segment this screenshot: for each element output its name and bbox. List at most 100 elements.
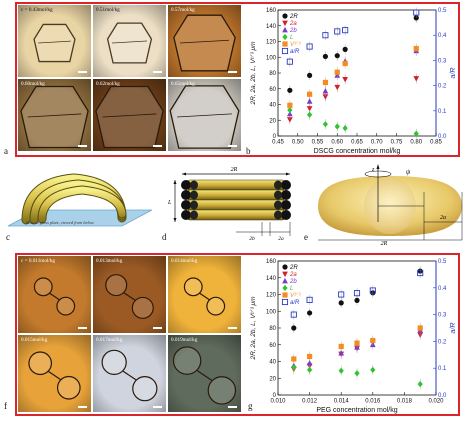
y2-tick-label: 0.2 [438,339,447,345]
data-point [306,360,313,366]
legend-marker [282,264,288,270]
chart-g: 0.010 0.012 0.014 0.016 0.018 0.020 0 20 40 60 80 1… [250,259,457,414]
legend-label: L [290,286,293,292]
y-axis-label: 2R, 2a, 2b, L, V¹ᐟ³ μm [250,296,257,361]
data-point [322,79,328,86]
legend-label: 2R [289,14,298,20]
y2-tick-label: 0.0 [438,393,447,399]
x-tick-label: 0.65 [351,140,363,146]
y2-tick-label: 0.5 [438,8,447,14]
legend-label: 2a [289,21,297,27]
data-point [370,337,376,344]
legend-marker [282,277,288,284]
panel-ab-frame [15,2,460,157]
data-point [417,270,424,277]
crystal-dumbbell [28,351,81,400]
y-tick-label: 100 [266,309,277,315]
scale-bar [153,145,162,147]
x-tick-label: 0.55 [312,140,324,146]
data-point [334,28,341,35]
micrograph-label: 0.019mol/kg [171,337,198,343]
y-tick-label: 40 [269,360,276,366]
data-point [291,364,297,371]
data-point [413,9,420,16]
chart-b: 0.45 0.50 0.55 0.60 0.65 0.70 0.75 0.80 0.85 0 20 4… [250,7,457,155]
x-tick-label: 0.70 [371,140,383,146]
micrograph-label: 0.017mol/kg [96,337,123,343]
y-tick-label: 0 [273,134,277,140]
y2-tick-label: 0.3 [438,313,447,319]
crystal-shape [169,85,240,149]
data-point [413,15,419,21]
y-tick-label: 40 [269,103,276,109]
micrograph-a-5: 0.62mol/kg [93,79,166,151]
data-point [286,117,293,123]
x-tick-label: 0.45 [272,140,284,146]
y2-tick-label: 0.4 [438,286,447,292]
crystal-shape [106,22,153,64]
y-tick-label: 120 [266,293,277,299]
data-point [354,370,360,377]
crystal-dumbbell [183,277,226,316]
data-point [413,45,419,52]
y-axis-label: 2R, 2a, 2b, L, V¹ᐟ³ μm [250,41,257,106]
rod-stack [181,179,291,221]
y2-tick-label: 0.3 [438,58,447,64]
series-2R [287,12,419,96]
data-point [291,356,297,362]
y-tick-label: 60 [269,343,276,349]
scale-bar [228,71,237,73]
x-tick-label: 0.014 [334,399,350,405]
y2-tick-label: 0.1 [438,109,447,115]
x-tick-label: 0.60 [331,140,343,146]
micrograph-a-3: 0.57mol/kg [168,5,241,77]
panel-letter-g: g [248,401,253,411]
data-point [354,340,360,346]
y-tick-label: 140 [266,24,277,30]
x-tick-label: 0.016 [365,399,381,405]
data-point [334,123,340,130]
crystal-shape [20,85,89,149]
legend-marker [282,271,288,278]
data-point [413,130,419,137]
legend-label: L [290,35,293,41]
micrograph-label: 0.013mol/kg [96,258,123,264]
data-point [413,76,420,82]
legend-label: V¹ᐟ³ [290,41,302,48]
panel-letter-d: d [162,232,167,242]
data-point [307,310,313,316]
micrograph-label: 0.62mol/kg [96,81,120,87]
panel-letter-b: b [246,146,251,156]
data-point [306,296,313,303]
psi-label: ψ [406,168,411,176]
crystal-shape [33,23,76,63]
scale-bar [78,71,87,73]
series-V¹ᐟ³ [287,43,419,111]
data-point [307,353,313,360]
legend-marker [282,292,288,298]
crystal-dumbbell [172,346,237,405]
data-point [334,53,340,59]
legend-marker [281,298,289,306]
scale-bar [228,406,237,408]
micrograph-f-1: c = 0.011mol/kg [18,256,91,333]
micrograph-a-6: 0.65mol/kg [168,79,241,151]
x-tick-label: 0.85 [430,140,442,146]
panel-fg-frame [15,253,460,416]
series-a/R [290,268,424,320]
data-point [306,43,313,50]
x-tick-label: 0.50 [292,140,304,146]
data-point [290,311,297,318]
y-tick-label: 20 [269,376,276,382]
series-a/R [286,7,420,67]
data-point [307,72,313,78]
x-tick-label: 0.018 [397,399,413,405]
scale-bar [153,406,162,408]
legend-marker [282,284,288,292]
diagram-c-arch: Bottom glass plate, viewed from below [7,173,153,227]
crystal-dumbbell [101,349,158,402]
legend-marker [281,47,289,55]
panel-letter-a: a [4,146,8,156]
y-tick-label: 0 [273,393,277,399]
